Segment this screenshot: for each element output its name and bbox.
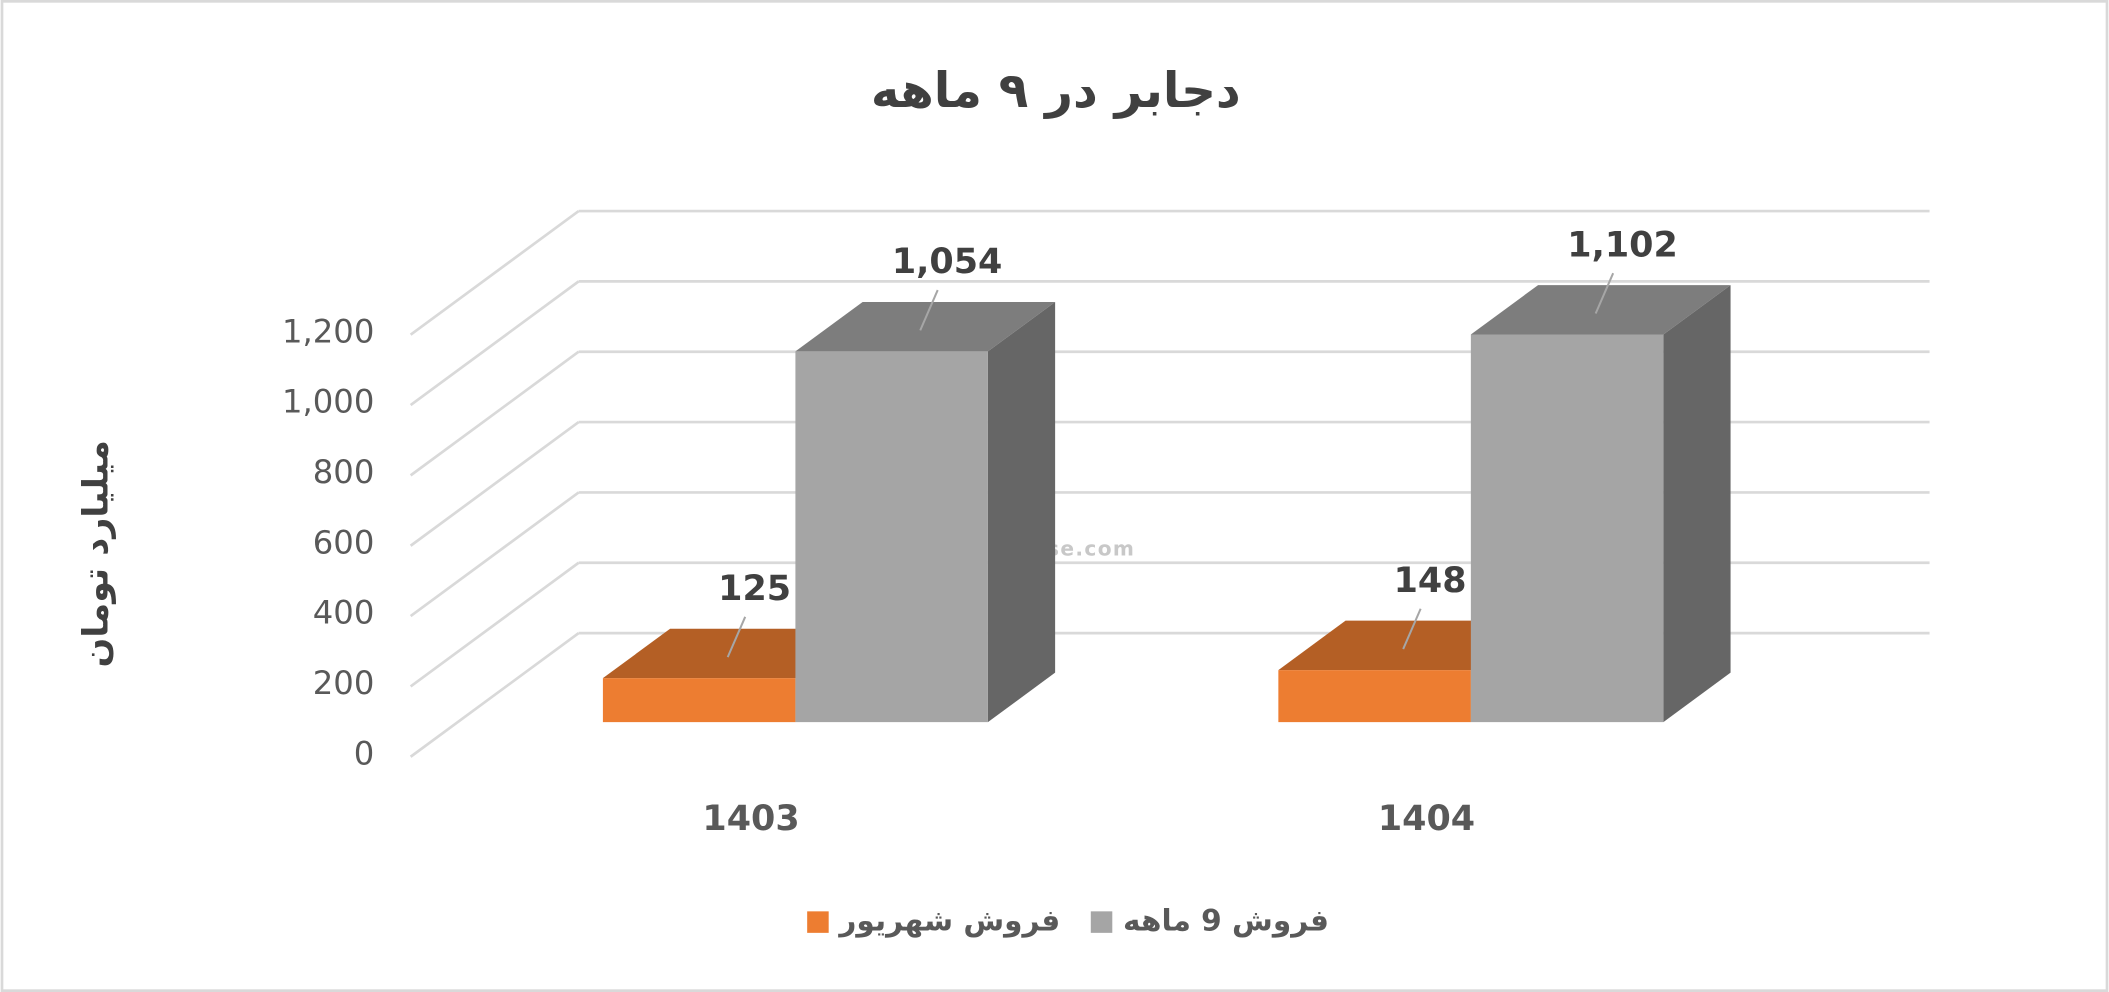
bar-side <box>987 301 1056 723</box>
y-tick-label: 1,000 <box>282 383 374 421</box>
data-label: 125 <box>718 569 791 609</box>
y-tick-label: 200 <box>313 664 375 702</box>
bar <box>1470 334 1664 723</box>
y-tick-label: 800 <box>313 453 375 491</box>
y-tick-label: 0 <box>354 734 375 772</box>
bar <box>602 678 796 723</box>
label-leader <box>726 616 747 658</box>
bar <box>1278 670 1471 723</box>
grid-line-side <box>409 491 580 618</box>
legend-swatch <box>1090 911 1113 933</box>
y-axis-title: میلیارد تومان <box>76 440 116 667</box>
bar-side <box>1663 285 1731 723</box>
legend-swatch <box>807 911 829 933</box>
grid-line-side <box>409 632 580 758</box>
data-label: 1,102 <box>1567 225 1678 265</box>
legend-label: فروش 9 ماهه <box>1123 904 1329 938</box>
grid-line-side <box>409 561 580 688</box>
grid-line-side <box>409 209 580 336</box>
bar-top <box>1470 285 1731 335</box>
label-leader <box>1594 272 1615 314</box>
y-tick-label: 1,200 <box>282 312 374 350</box>
label-leader <box>1402 608 1422 650</box>
bar <box>795 351 988 723</box>
label-leader <box>919 289 939 331</box>
x-tick-label: 1403 <box>702 799 799 839</box>
legend-label: فروش شهریور <box>837 904 1060 938</box>
chart-title: دجابر در ۹ ماهه <box>871 63 1241 119</box>
bar-top <box>795 301 1056 352</box>
y-tick-label: 400 <box>313 594 375 632</box>
x-tick-label: 1404 <box>1378 799 1475 839</box>
grid-line-side <box>409 420 580 547</box>
y-tick-label: 600 <box>313 523 375 561</box>
data-label: 1,054 <box>892 242 1003 282</box>
data-label: 148 <box>1394 561 1467 601</box>
grid-line-side <box>409 350 580 477</box>
grid-line-side <box>409 280 580 407</box>
